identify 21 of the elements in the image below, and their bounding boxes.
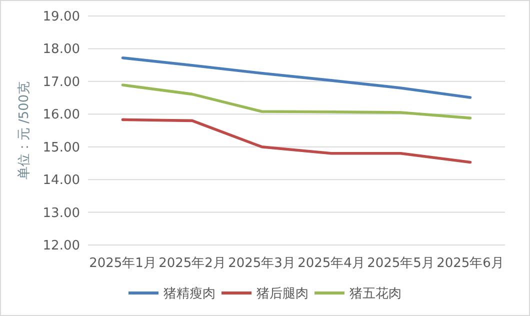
x-tick-label: 2025年4月 (298, 256, 365, 271)
y-axis-title: 单位：元 /500克 (17, 81, 32, 180)
y-tick-label: 15.00 (42, 140, 80, 156)
x-tick-label: 2025年3月 (228, 256, 296, 271)
legend-label: 猪精瘦肉 (164, 286, 216, 302)
x-tick-label: 2025年6月 (436, 256, 504, 271)
x-tick-label: 2025年2月 (158, 256, 226, 271)
y-tick-label: 18.00 (42, 42, 80, 58)
y-tick-label: 12.00 (42, 238, 80, 254)
x-tick-label: 2025年1月 (89, 256, 156, 271)
x-tick-label: 2025年5月 (367, 256, 434, 271)
line-series (121, 56, 472, 99)
y-tick-label: 16.00 (42, 108, 80, 123)
y-tick-label: 14.00 (42, 173, 80, 188)
line-series (121, 118, 472, 164)
legend-label: 猪五花肉 (350, 286, 402, 302)
legend-label: 猪后腿肉 (256, 286, 308, 302)
y-tick-label: 17.00 (42, 74, 80, 90)
y-tick-label: 19.00 (42, 10, 80, 24)
line-series (121, 84, 472, 120)
y-tick-label: 13.00 (42, 206, 80, 221)
